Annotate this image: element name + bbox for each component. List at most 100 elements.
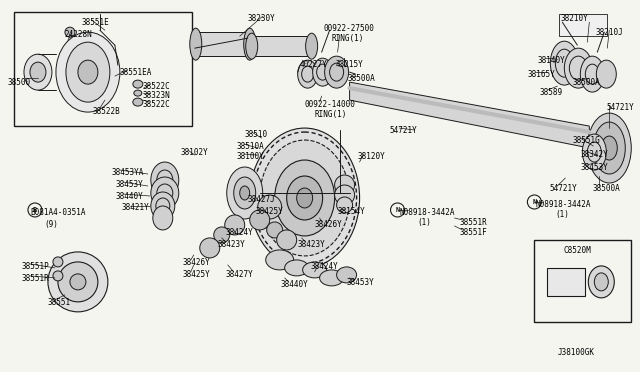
- Text: 54721Y: 54721Y: [390, 126, 417, 135]
- Text: 38522C: 38522C: [143, 82, 171, 91]
- Text: 38210J: 38210J: [595, 28, 623, 37]
- Text: 38425Y: 38425Y: [183, 270, 211, 279]
- Ellipse shape: [56, 32, 120, 112]
- Ellipse shape: [250, 210, 269, 230]
- Text: 38500A: 38500A: [592, 184, 620, 193]
- Text: 38453YA: 38453YA: [112, 168, 144, 177]
- Ellipse shape: [303, 262, 326, 278]
- Text: (9): (9): [44, 220, 58, 229]
- Text: 38323N: 38323N: [143, 91, 171, 100]
- Text: J38100GK: J38100GK: [557, 348, 595, 357]
- Ellipse shape: [319, 270, 344, 286]
- Text: B081A4-0351A: B081A4-0351A: [30, 208, 86, 217]
- Text: 38522C: 38522C: [143, 100, 171, 109]
- Ellipse shape: [133, 98, 143, 106]
- Ellipse shape: [260, 140, 349, 256]
- Text: 38551R: 38551R: [22, 274, 50, 283]
- Ellipse shape: [276, 230, 297, 250]
- Ellipse shape: [240, 186, 250, 200]
- Text: 38102Y: 38102Y: [180, 148, 209, 157]
- Text: 38154Y: 38154Y: [338, 207, 365, 216]
- Bar: [559, 14, 607, 36]
- Text: 38551R: 38551R: [460, 218, 487, 227]
- Text: 00922-27500: 00922-27500: [324, 24, 374, 33]
- Text: 54721Y: 54721Y: [606, 103, 634, 112]
- Ellipse shape: [65, 27, 75, 37]
- Ellipse shape: [297, 188, 312, 208]
- Text: 38230Y: 38230Y: [248, 14, 275, 23]
- Text: 38551G: 38551G: [572, 136, 600, 145]
- Text: N: N: [396, 207, 399, 213]
- Ellipse shape: [234, 177, 256, 209]
- Ellipse shape: [285, 260, 308, 276]
- Ellipse shape: [250, 128, 360, 268]
- Ellipse shape: [588, 266, 614, 298]
- Ellipse shape: [287, 176, 323, 220]
- Ellipse shape: [266, 250, 294, 270]
- Text: 38551: 38551: [48, 298, 71, 307]
- Text: 38424Y: 38424Y: [310, 262, 339, 271]
- Text: 38342Y: 38342Y: [580, 150, 608, 159]
- Ellipse shape: [53, 257, 63, 267]
- Ellipse shape: [580, 56, 604, 92]
- Bar: [195, 32, 250, 56]
- Ellipse shape: [337, 197, 353, 213]
- Text: 38100Y: 38100Y: [237, 152, 264, 161]
- Text: 40227Y: 40227Y: [300, 60, 328, 69]
- Ellipse shape: [312, 58, 333, 86]
- Text: 38120Y: 38120Y: [358, 152, 385, 161]
- Text: 38426Y: 38426Y: [183, 258, 211, 267]
- Text: 38425Y: 38425Y: [256, 207, 284, 216]
- Bar: [14, 12, 192, 126]
- Ellipse shape: [133, 80, 143, 88]
- Text: 38500A: 38500A: [572, 78, 600, 87]
- Text: 38427Y: 38427Y: [226, 270, 253, 279]
- Ellipse shape: [258, 195, 282, 219]
- Text: 38440Y: 38440Y: [116, 192, 143, 201]
- Ellipse shape: [153, 206, 173, 230]
- Ellipse shape: [246, 33, 258, 59]
- Ellipse shape: [335, 175, 355, 195]
- Ellipse shape: [78, 60, 98, 84]
- Text: 38453Y: 38453Y: [580, 163, 608, 172]
- Text: 38510A: 38510A: [237, 142, 264, 151]
- Text: 38551E: 38551E: [82, 18, 109, 27]
- Ellipse shape: [267, 222, 283, 238]
- Text: 38551F: 38551F: [460, 228, 487, 237]
- Ellipse shape: [225, 215, 244, 235]
- Ellipse shape: [324, 56, 349, 88]
- Ellipse shape: [582, 134, 606, 170]
- Text: 38427J: 38427J: [248, 195, 275, 204]
- Text: 43215Y: 43215Y: [335, 60, 364, 69]
- Text: (1): (1): [556, 210, 569, 219]
- Ellipse shape: [151, 192, 175, 220]
- Ellipse shape: [275, 160, 335, 236]
- Ellipse shape: [214, 227, 230, 243]
- Text: 54721Y: 54721Y: [549, 184, 577, 193]
- Text: 38424Y: 38424Y: [226, 228, 253, 237]
- Text: N08918-3442A: N08918-3442A: [536, 200, 591, 209]
- Bar: [547, 268, 586, 296]
- Text: 38421Y: 38421Y: [122, 203, 150, 212]
- Text: 38426Y: 38426Y: [315, 220, 342, 229]
- Text: 38165Y: 38165Y: [527, 70, 555, 79]
- Ellipse shape: [151, 162, 179, 198]
- Text: N: N: [532, 199, 536, 205]
- Text: RING(1): RING(1): [315, 110, 347, 119]
- Ellipse shape: [335, 185, 355, 205]
- Ellipse shape: [227, 167, 262, 219]
- Ellipse shape: [200, 238, 220, 258]
- Ellipse shape: [30, 62, 46, 82]
- Text: 38440Y: 38440Y: [281, 280, 308, 289]
- Text: 38453Y: 38453Y: [347, 278, 374, 287]
- Ellipse shape: [66, 42, 110, 102]
- Text: 00922-14000: 00922-14000: [305, 100, 356, 109]
- Text: 38551EA: 38551EA: [120, 68, 152, 77]
- Ellipse shape: [244, 28, 256, 60]
- Ellipse shape: [151, 177, 179, 209]
- Ellipse shape: [48, 252, 108, 312]
- Text: 38453Y: 38453Y: [116, 180, 143, 189]
- Bar: [252, 36, 312, 56]
- Ellipse shape: [596, 60, 616, 88]
- Bar: [534, 240, 631, 322]
